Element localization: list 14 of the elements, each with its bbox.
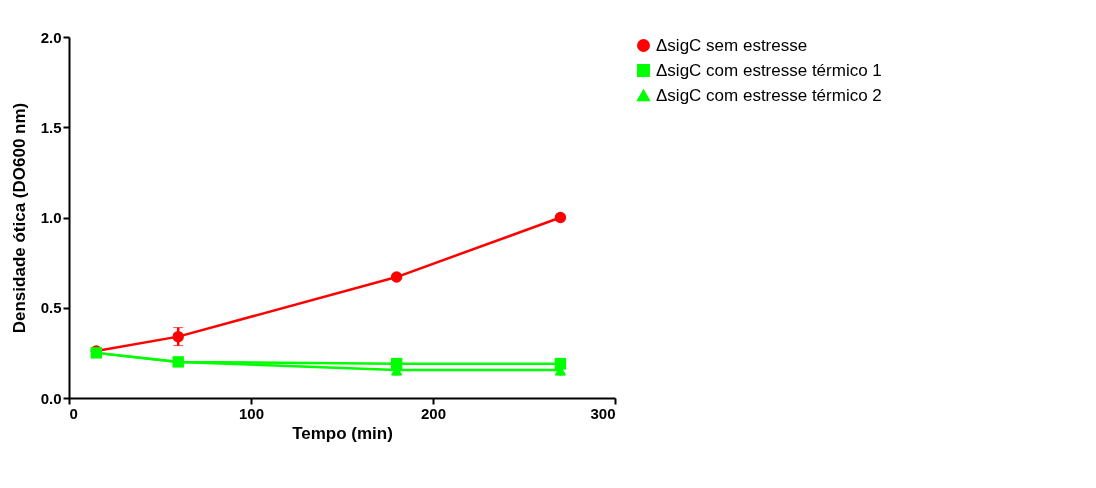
y-tick-label: 1.0 (40, 209, 62, 226)
x-tick-label: 300 (590, 404, 616, 422)
y-tick-label: 0.5 (40, 299, 62, 317)
y-tick-label: 2.0 (40, 28, 62, 46)
x-tick-label: 100 (238, 404, 265, 422)
x-tick-label: 200 (420, 404, 447, 422)
legend-label: ΔsigC sem estresse (656, 35, 808, 55)
y-axis-title: Densidade ótica (DO600 nm) (9, 102, 29, 334)
legend-label: ΔsigC com estresse térmico 1 (656, 60, 882, 80)
y-tick-label: 1.5 (40, 118, 62, 136)
legend-label: ΔsigC com estresse térmico 2 (656, 85, 882, 105)
x-axis-title: Tempo (min) (292, 423, 393, 443)
y-tick-label: 0.0 (40, 389, 62, 407)
x-tick-label: 0 (69, 404, 78, 422)
